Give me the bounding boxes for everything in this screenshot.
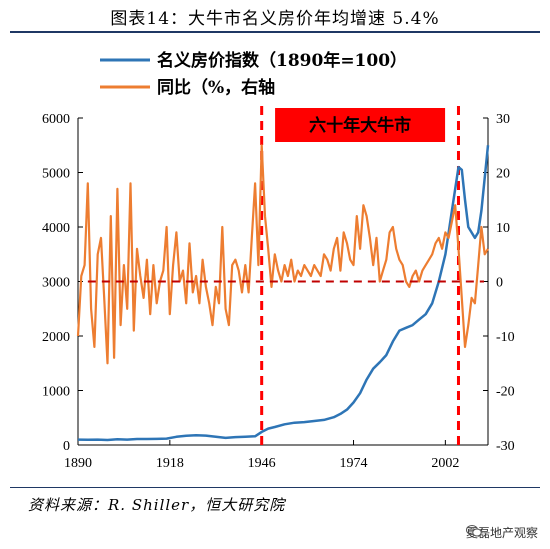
source-note: 资料来源：R. Shiller，恒大研究院	[28, 496, 286, 514]
y-left-tick-label: 0	[63, 439, 70, 454]
watermark: 夏磊地产观察	[465, 524, 538, 541]
page-title: 图表14：大牛市名义房价年均增速 5.4%	[110, 9, 440, 29]
y-right-tick-label: 20	[496, 167, 510, 182]
x-tick-label: 1918	[156, 456, 184, 471]
wechat-icon	[465, 525, 482, 537]
y-right-tick-label: -20	[496, 385, 515, 400]
bull-market-label: 六十年大牛市	[309, 115, 411, 136]
source-divider	[10, 487, 540, 488]
y-left-tick-label: 2000	[42, 330, 70, 345]
legend-label: 名义房价指数（1890年=100）	[157, 50, 407, 71]
annotation: 六十年大牛市	[260, 106, 460, 445]
yoy-series-line	[76, 144, 489, 365]
bull-market-label-box	[275, 108, 446, 142]
legend: 名义房价指数（1890年=100） 同比（%，右轴	[100, 50, 407, 98]
x-tick-label: 2002	[431, 456, 459, 471]
y-right-tick-label: 30	[496, 112, 510, 127]
y-left-tick-label: 1000	[42, 385, 70, 400]
y-right-tick-label: 0	[496, 276, 503, 291]
y-left-tick-label: 4000	[42, 221, 70, 236]
x-tick-label: 1974	[340, 456, 368, 471]
y-right-tick-label: 10	[496, 221, 510, 236]
axes: 0 1000 2000 3000 4000 5000 6000 -30 -20 -10 0 10 20 3…	[42, 112, 515, 471]
y-right-tick-label: -10	[496, 330, 515, 345]
series	[76, 144, 490, 442]
x-tick-label: 1890	[64, 456, 92, 471]
y-left-tick-label: 5000	[42, 167, 70, 182]
index-series-line	[77, 145, 490, 442]
title-divider	[10, 31, 540, 33]
y-right-tick-label: -30	[496, 439, 515, 454]
y-left-tick-label: 6000	[42, 112, 70, 127]
y-left-tick-label: 3000	[42, 276, 70, 291]
watermark-text: 夏磊地产观察	[465, 526, 538, 540]
x-tick-label: 1946	[248, 456, 276, 471]
legend-label: 同比（%，右轴	[157, 77, 275, 98]
